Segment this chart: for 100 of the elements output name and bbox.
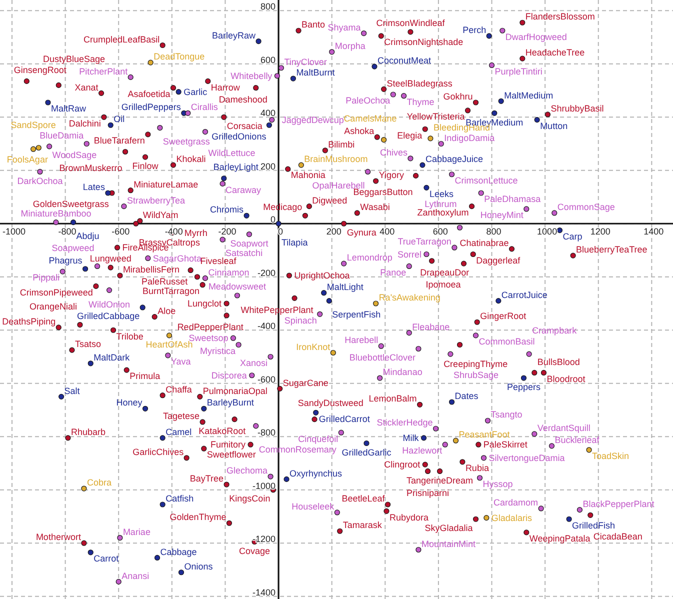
data-label: Fleabane: [412, 322, 450, 332]
data-label: StrawberryTea: [126, 195, 185, 206]
data-label: GinsengRoot: [14, 64, 67, 75]
data-label: Yigory: [378, 170, 404, 180]
data-label: Harebell: [344, 335, 378, 346]
data-label: Soapwort: [230, 238, 269, 248]
data-label: BayTree: [190, 474, 224, 484]
data-label: Glechoma: [226, 466, 268, 476]
data-label: MountainMint: [421, 538, 476, 549]
x-tick-label: 600: [432, 226, 448, 237]
y-tick-label: 800: [260, 2, 276, 12]
data-label: MaltMedium: [504, 90, 554, 100]
data-label: Honey: [116, 398, 143, 408]
data-label: GrilledFish: [572, 520, 616, 530]
data-label: RedPepperPlant: [177, 322, 244, 332]
data-label: SagarGhota: [152, 253, 202, 264]
data-label: Motherwort: [36, 532, 82, 542]
data-label: CrimsonPipeweed: [20, 287, 93, 298]
y-tick-label: 600: [260, 54, 276, 65]
data-label: DwarfHogweed: [505, 32, 567, 42]
data-label: Corsacia: [226, 120, 262, 131]
data-label: Dalchini: [68, 118, 101, 128]
data-label: JaggedDewcup: [282, 114, 344, 125]
data-label: SerpentFish: [332, 309, 381, 320]
data-label: PeasantFoot: [458, 430, 510, 440]
x-tick-label: 400: [380, 226, 395, 237]
data-label: TrueTarragon: [398, 236, 452, 247]
data-label: BarleyRaw: [212, 30, 256, 40]
data-label: MiniatureBamboo: [20, 208, 92, 218]
data-label: DeathsPiping: [2, 316, 56, 327]
data-label: Sweetgrass: [162, 136, 210, 146]
y-tick-label: -400: [258, 321, 276, 332]
data-label: Mindanao: [382, 367, 422, 378]
data-label: Tsangto: [490, 410, 522, 420]
data-label: Sorrel: [397, 249, 422, 260]
data-label: BlueberryTeaTree: [576, 244, 648, 255]
data-label: Bilimbi: [328, 140, 355, 150]
data-label: Cardamom: [494, 498, 538, 508]
data-label: Gokhru: [443, 92, 473, 102]
x-tick-label: -1000: [2, 226, 26, 237]
data-label: OrangeNiali: [29, 301, 77, 312]
data-label: Covage: [239, 546, 270, 556]
y-tick-label: -600: [258, 374, 276, 384]
data-label: LemonBalm: [368, 394, 417, 404]
x-tick-label: -800: [58, 226, 76, 237]
data-label: Perch: [462, 25, 486, 36]
data-label: Fumitory: [210, 440, 246, 450]
y-tick-label: 400: [260, 108, 276, 118]
data-label: MirabellisFern: [122, 264, 180, 275]
data-label: Chatinabrae: [460, 238, 509, 248]
data-label: PaleDhamasa: [484, 194, 541, 204]
data-label: Hyssop: [482, 479, 513, 490]
data-label: BlueTarafern: [94, 136, 145, 146]
x-tick-label: 1200: [590, 226, 610, 237]
y-tick-label: 200: [260, 161, 276, 172]
data-label: Houseleek: [292, 502, 335, 512]
data-label: Bloodroot: [546, 374, 586, 384]
data-label: Ashoka: [344, 126, 374, 136]
data-label: Anansi: [122, 570, 150, 581]
data-label: IndigoDamia: [444, 132, 495, 143]
data-label: PurpleTintiri: [494, 66, 542, 76]
data-label: Hazlewort: [402, 446, 443, 456]
data-label: YellowTristeria: [406, 112, 465, 122]
data-label: Whitebelly: [230, 70, 273, 81]
data-label: Dates: [454, 391, 479, 402]
data-label: BluebottleClover: [349, 352, 416, 362]
data-label: BlueDamia: [40, 130, 84, 140]
x-tick-label: 1000: [537, 226, 558, 237]
data-label: SandSpore: [10, 120, 56, 130]
data-label: Carp: [562, 231, 582, 242]
data-label: Mariae: [122, 526, 150, 537]
data-label: DarkOchoa: [17, 176, 63, 186]
data-label: SticklerHedge: [376, 418, 433, 428]
data-label: CarrotJuice: [501, 290, 548, 300]
data-label: ToadSkin: [592, 451, 630, 462]
data-label: CommonSage: [557, 202, 615, 212]
data-label: Oxyrhynchus: [290, 468, 343, 478]
data-label: Tilapia: [282, 237, 308, 248]
data-label: WoodSage: [52, 150, 97, 160]
data-label: Spinach: [284, 315, 317, 326]
data-label: SteelBladegrass: [386, 78, 453, 88]
data-label: Ra'sAwakening: [378, 292, 440, 303]
data-label: Ipomoea: [426, 280, 461, 290]
data-label: Xanat: [74, 82, 99, 92]
data-label: TangerineDream: [406, 475, 474, 486]
data-label: Leeks: [429, 188, 454, 199]
data-label: PitcherPlant: [79, 66, 128, 76]
data-label: PulmonariaOpal: [202, 386, 268, 396]
data-label: Prisniparni: [406, 488, 450, 498]
data-label: FoolsAgar: [6, 154, 48, 164]
data-label: CrimsonWindleaf: [376, 18, 446, 28]
data-label: GoldenThyme: [170, 512, 226, 522]
data-label: Catfish: [166, 494, 194, 504]
data-label: Pippali: [32, 272, 60, 283]
data-label: MaltLight: [326, 282, 364, 292]
data-label: ShrubSage: [453, 370, 498, 380]
data-label: Milk: [402, 433, 420, 444]
data-label: DrapeauDor: [420, 268, 470, 278]
data-label: CrumpledLeafBasil: [84, 34, 160, 44]
data-label: BeetleLeaf: [342, 494, 386, 504]
